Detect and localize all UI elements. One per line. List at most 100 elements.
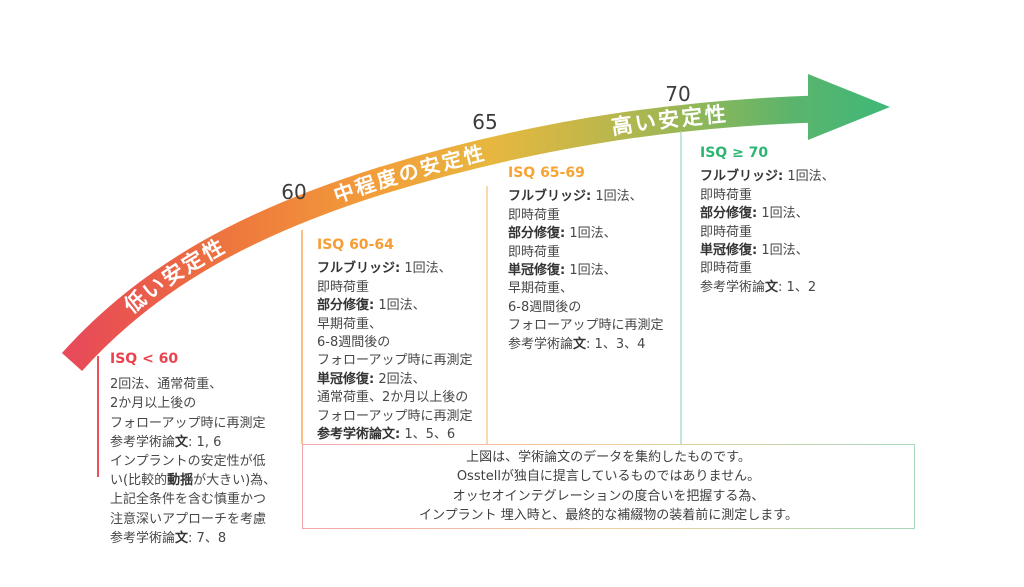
column-text-line: 参考学術論文: 1、5、6 xyxy=(317,426,502,444)
text-segment: 2回法、 xyxy=(374,371,426,387)
text-segment: フォローアップ時に再測定 xyxy=(508,318,664,334)
bold-label: 文 xyxy=(573,336,587,352)
column-text-line: 部分修復: 1回法、 xyxy=(700,205,885,223)
column-text-line: 注意深いアプローチを考慮 xyxy=(110,510,315,529)
column-text-line: 即時荷重 xyxy=(700,187,885,205)
column-text-line: 即時荷重 xyxy=(700,224,885,242)
bold-label: 単冠修復: xyxy=(700,243,758,259)
text-segment: 1回法、 xyxy=(565,263,617,279)
text-segment: 参考学術論 xyxy=(110,530,176,546)
disclaimer-text-line: インプラント 埋入時と、最終的な補綴物の装着前に測定します。 xyxy=(419,508,798,523)
column-text-line: 即時荷重 xyxy=(317,279,502,297)
text-segment: が大きい)為、 xyxy=(193,473,277,489)
isq-column-65-69: ISQ 65-69 フルブリッジ: 1回法、 即時荷重 部分修復: 1回法、 即時荷重単… xyxy=(508,164,693,354)
column-text-line: 参考学術論文: 1, 6 xyxy=(110,433,315,452)
text-segment: : 1, 6 xyxy=(188,434,222,450)
column-text-line: インプラントの安定性が低 xyxy=(110,452,315,471)
bold-label: 動揺 xyxy=(167,473,194,489)
column-text-line: 早期荷重、 xyxy=(508,280,693,298)
scale-tick-65: 65 xyxy=(472,110,497,134)
bold-label: 部分修復: xyxy=(508,226,566,242)
column-text-line: フォローアップ時に再測定 xyxy=(317,352,502,370)
column-text-line: い(比較的動揺が大きい)為、 xyxy=(110,471,315,490)
text-segment: 即時荷重 xyxy=(317,279,370,295)
text-segment: : 1、3、4 xyxy=(586,336,646,352)
bold-label: フルブリッジ: xyxy=(700,169,784,185)
column-text-line: フルブリッジ: 1回法、 xyxy=(317,260,502,278)
text-segment: 即時荷重 xyxy=(700,261,753,277)
text-segment: フォローアップ時に再測定 xyxy=(317,353,473,369)
disclaimer-text-line: Osstellが独自に提言しているものではありません。 xyxy=(456,469,761,484)
text-segment: 即時荷重 xyxy=(700,187,753,203)
column-text-line: フルブリッジ: 1回法、 xyxy=(508,188,693,206)
column-text-line: 参考学術論文: 1、3、4 xyxy=(508,336,693,354)
column-text-line: 即時荷重 xyxy=(508,244,693,262)
scale-tick-60: 60 xyxy=(281,180,306,204)
text-segment: インプラントの安定性が低 xyxy=(110,454,266,470)
column-text-line: 6-8週間後の xyxy=(508,299,693,317)
text-segment: 1回法、 xyxy=(374,298,426,314)
disclaimer-box-inner: 上図は、学術論文のデータを集約したものです。 Osstellが独自に提言しているも… xyxy=(303,445,914,528)
text-segment: : 1、2 xyxy=(778,279,817,295)
disclaimer-text-line: オッセオインテグレーションの度合いを把握する為、 xyxy=(452,488,765,504)
isq-range-title: ISQ < 60 xyxy=(110,351,179,367)
disclaimer-text-line: 上図は、学術論文のデータを集約したものです。 xyxy=(466,449,751,465)
column-text-line: 単冠修復: 1回法、 xyxy=(508,262,693,280)
text-segment: 参考学術論 xyxy=(700,279,766,295)
text-segment: 参考学術論 xyxy=(508,336,574,352)
bold-label: 部分修復: xyxy=(317,298,375,314)
scale-tick-70: 70 xyxy=(665,82,690,106)
bold-label: 単冠修復: xyxy=(317,371,375,387)
text-segment: 1、5、6 xyxy=(400,427,456,443)
text-segment: 1回法、 xyxy=(757,206,809,222)
column-text-line: フォローアップ時に再測定 xyxy=(110,414,315,433)
text-segment: 6-8週間後の xyxy=(508,299,582,315)
column-text-line: 部分修復: 1回法、 xyxy=(508,225,693,243)
text-segment: 2回法、通常荷重、 xyxy=(110,377,223,393)
text-segment: : 7、8 xyxy=(188,530,227,546)
text-segment: 6-8週間後の xyxy=(317,335,391,351)
label-low-stability: 低い安定性 xyxy=(119,234,231,319)
text-segment: 通常荷重、2か月以上後の xyxy=(317,390,469,406)
text-segment: 即時荷重 xyxy=(700,224,753,240)
column-text-line: 通常荷重、2か月以上後の xyxy=(317,389,502,407)
column-text-line: 2回法、通常荷重、 xyxy=(110,375,315,394)
text-segment: い(比較的 xyxy=(110,473,168,489)
column-text-line: 早期荷重、 xyxy=(317,316,502,334)
column-text-line: 参考学術論文: 1、2 xyxy=(700,279,885,297)
column-text-line: 参考学術論文: 7、8 xyxy=(110,529,315,548)
isq-column-lt60: ISQ < 60 2回法、通常荷重、 2か月以上後の フォローアップ時に再測定 参考学術… xyxy=(110,350,315,548)
text-segment: 即時荷重 xyxy=(508,244,561,260)
column-text-line: 単冠修復: 2回法、 xyxy=(317,371,502,389)
text-segment: 1回法、 xyxy=(783,169,835,185)
column-text-line: 上記全条件を含む慎重かつ xyxy=(110,490,315,509)
text-segment: 1回法、 xyxy=(400,261,452,277)
text-segment: 注意深いアプローチを考慮 xyxy=(110,511,267,527)
text-segment: 上記全条件を含む慎重かつ xyxy=(110,492,267,508)
column-text-line: フルブリッジ: 1回法、 xyxy=(700,168,885,186)
bold-label: 文 xyxy=(175,434,189,450)
column-text-line: フォローアップ時に再測定 xyxy=(317,408,502,426)
isq-range-title: ISQ ≥ 70 xyxy=(700,145,769,161)
isq-range-title: ISQ 60-64 xyxy=(317,237,394,253)
text-segment: 早期荷重、 xyxy=(508,281,574,297)
text-segment: 1回法、 xyxy=(591,189,643,205)
bold-label: 文 xyxy=(175,530,189,546)
column-text-line: 6-8週間後の xyxy=(317,334,502,352)
column-text-line: フォローアップ時に再測定 xyxy=(508,317,693,335)
bold-label: 単冠修復: xyxy=(508,263,566,279)
text-segment: 1回法、 xyxy=(757,243,809,259)
text-segment: 参考学術論 xyxy=(110,434,176,450)
text-segment: 1回法、 xyxy=(565,226,617,242)
bold-label: 部分修復: xyxy=(700,206,758,222)
column-text-line: 即時荷重 xyxy=(508,207,693,225)
bold-label: 参考学術論文: xyxy=(317,427,401,443)
text-segment: 早期荷重、 xyxy=(317,316,383,332)
disclaimer-box: 上図は、学術論文のデータを集約したものです。 Osstellが独自に提言しているも… xyxy=(302,444,915,529)
column-text-line: 単冠修復: 1回法、 xyxy=(700,242,885,260)
isq-range-title: ISQ 65-69 xyxy=(508,165,585,181)
bold-label: フルブリッジ: xyxy=(317,261,401,277)
isq-column-ge70: ISQ ≥ 70 フルブリッジ: 1回法、 即時荷重 部分修復: 1回法、 即時荷重 単冠… xyxy=(700,144,885,297)
label-medium-stability: 中程度の安定性 xyxy=(331,140,489,207)
